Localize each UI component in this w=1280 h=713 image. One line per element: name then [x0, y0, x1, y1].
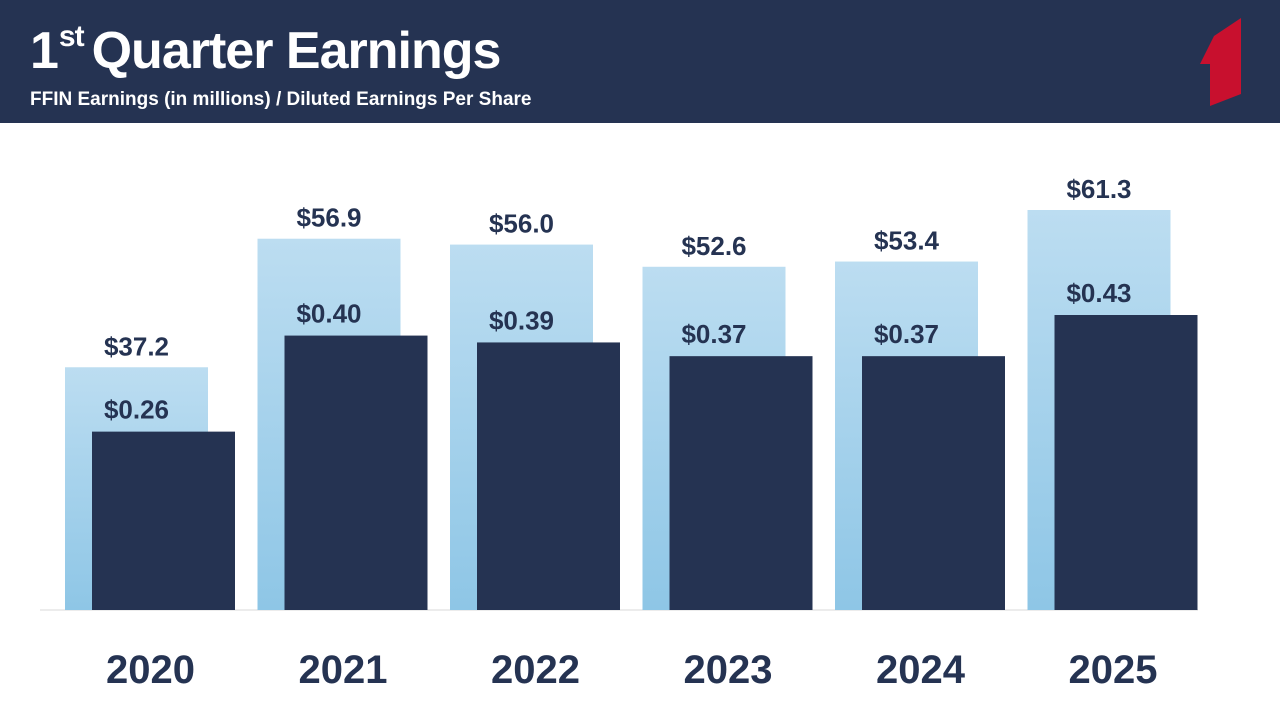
eps-data-label: $0.37: [874, 319, 939, 349]
eps-bar-2025: [1054, 315, 1198, 610]
x-tick-label: 2022: [491, 648, 580, 692]
eps-data-label: $0.39: [489, 305, 554, 335]
x-tick-label: 2025: [1069, 648, 1158, 692]
brand-logo-icon: [1200, 18, 1241, 106]
eps-data-label: $0.43: [1066, 278, 1131, 308]
title-number: 1: [30, 22, 59, 80]
x-tick-label: 2023: [684, 648, 773, 692]
eps-data-label: $0.40: [296, 299, 361, 329]
header-banner: 1st Quarter Earnings FFIN Earnings (in mi…: [0, 0, 1280, 123]
eps-bar-2021: [284, 335, 428, 610]
x-tick-label: 2021: [299, 648, 388, 692]
eps-bar-2024: [862, 356, 1005, 610]
x-tick-label: 2024: [876, 648, 966, 692]
eps-data-label: $0.26: [104, 395, 169, 425]
page-subtitle: FFIN Earnings (in millions) / Diluted Ea…: [30, 89, 532, 110]
earnings-data-label: $61.3: [1066, 174, 1131, 204]
earnings-data-label: $56.9: [296, 203, 361, 233]
earnings-data-label: $56.0: [489, 209, 554, 239]
eps-bar-2020: [92, 431, 235, 610]
title-text: Quarter Earnings: [91, 22, 502, 80]
earnings-data-label: $52.6: [681, 231, 746, 261]
eps-bar-2022: [477, 342, 620, 610]
earnings-data-label: $37.2: [104, 331, 169, 361]
x-tick-label: 2020: [106, 648, 195, 692]
eps-bar-2023: [669, 356, 813, 610]
page-title: 1st Quarter Earnings: [30, 20, 502, 82]
eps-data-label: $0.37: [681, 319, 746, 349]
earnings-data-label: $53.4: [874, 226, 940, 256]
title-ordinal-suffix: st: [58, 20, 85, 53]
